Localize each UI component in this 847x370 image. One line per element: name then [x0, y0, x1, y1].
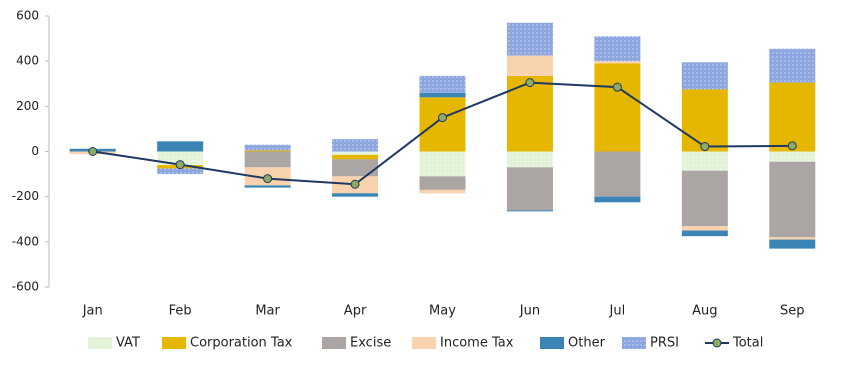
bar-texture — [332, 151, 379, 155]
bar-texture — [681, 151, 728, 171]
x-tick-label: Mar — [255, 304, 280, 319]
y-tick-label: 200 — [16, 99, 39, 113]
total-marker — [88, 147, 98, 156]
legend-swatch — [540, 337, 564, 349]
bar-segment — [419, 189, 466, 194]
bar-segment — [769, 237, 816, 240]
y-tick-label: -400 — [12, 234, 39, 248]
bar-segment — [506, 75, 553, 152]
total-marker — [175, 160, 185, 170]
x-tick-label: Feb — [169, 304, 192, 319]
bar-segment — [594, 61, 641, 64]
bar-segment — [681, 226, 728, 231]
bar-texture — [157, 168, 204, 175]
bar-texture — [769, 48, 816, 83]
bar-segment — [332, 159, 379, 177]
y-tick-label: -200 — [12, 189, 39, 203]
bar-texture — [506, 151, 553, 168]
legend-texture — [622, 337, 646, 349]
y-tick-label: 600 — [16, 9, 39, 23]
x-tick-label: Jun — [519, 304, 540, 319]
legend-swatch — [412, 337, 436, 349]
bar-texture — [769, 151, 816, 162]
bar-segment — [769, 239, 816, 249]
legend-label: Income Tax — [440, 336, 514, 351]
x-tick-label: Apr — [344, 304, 367, 319]
bar-segment — [506, 55, 553, 76]
x-tick-label: Jul — [609, 304, 626, 319]
x-tick-label: May — [429, 304, 456, 319]
bar-segment — [157, 141, 204, 152]
total-marker — [350, 179, 360, 189]
legend-texture — [88, 337, 112, 349]
bar-segment — [769, 161, 816, 238]
bar-segment — [594, 196, 641, 203]
bar-segment — [506, 167, 553, 211]
legend-label: Excise — [350, 336, 391, 351]
legend-label: Corporation Tax — [190, 336, 293, 351]
bar-texture — [419, 75, 466, 93]
bar-segment — [419, 176, 466, 190]
bar-segment — [244, 151, 291, 168]
legend-swatch — [322, 337, 346, 349]
legend-label: Other — [568, 336, 606, 351]
bar-segment — [594, 63, 641, 152]
legend-label: Total — [732, 336, 763, 351]
bar-texture — [594, 36, 641, 62]
bar-texture — [681, 62, 728, 90]
y-tick-label: 0 — [31, 144, 39, 158]
legend-swatch — [162, 337, 186, 349]
legend-label: PRSI — [650, 336, 679, 351]
x-tick-label: Jan — [82, 304, 103, 319]
bar-segment — [419, 97, 466, 152]
total-marker — [263, 174, 273, 184]
y-tick-label: -600 — [12, 280, 39, 294]
total-marker — [700, 142, 710, 152]
x-tick-label: Sep — [780, 304, 805, 319]
y-tick-label: 400 — [16, 54, 39, 68]
x-tick-label: Aug — [692, 304, 717, 319]
bar-segment — [244, 150, 291, 152]
bar-segment — [681, 170, 728, 227]
total-marker — [525, 78, 535, 88]
bar-segment — [594, 151, 641, 197]
bar-texture — [506, 22, 553, 56]
legend-label: VAT — [116, 336, 140, 351]
total-marker — [612, 82, 622, 92]
bar-segment — [681, 89, 728, 152]
total-marker — [438, 113, 447, 123]
bar-texture — [244, 144, 291, 151]
bar-texture — [157, 151, 204, 166]
bar-segment — [506, 210, 553, 212]
total-marker — [787, 141, 797, 151]
bar-segment — [769, 82, 816, 152]
bar-segment — [332, 154, 379, 160]
bar-segment — [419, 92, 466, 98]
bar-texture — [332, 139, 379, 152]
bar-segment — [332, 193, 379, 197]
bar-segment — [681, 230, 728, 237]
bar-segment — [244, 185, 291, 188]
bar-texture — [419, 151, 466, 177]
legend-marker — [712, 338, 722, 348]
